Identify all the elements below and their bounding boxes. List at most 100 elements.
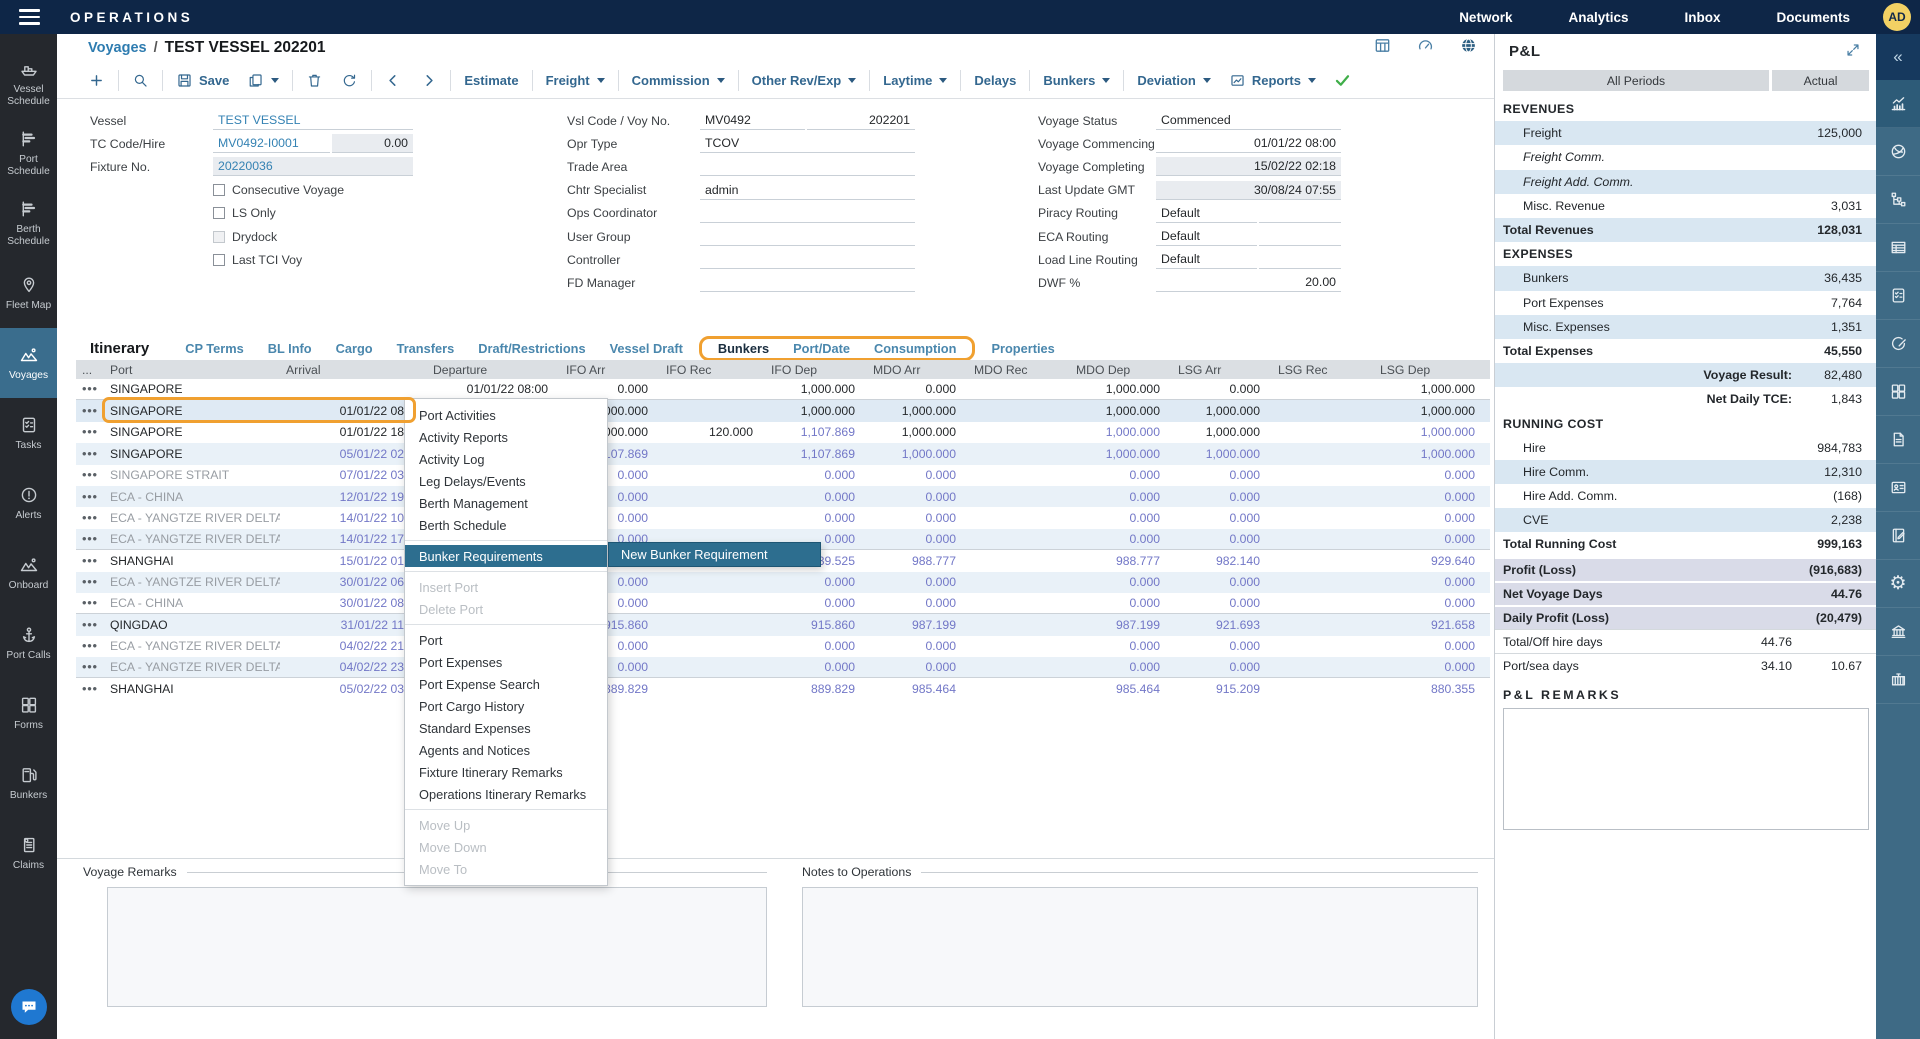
controller-field[interactable] (700, 250, 915, 270)
copy-button[interactable] (247, 72, 280, 89)
cell[interactable]: 0.000 (925, 468, 957, 483)
tc-code-hire-field[interactable]: MV0492-I0001 (213, 134, 330, 154)
cell[interactable]: 07/01/22 03:50 (339, 468, 421, 483)
sidebar-item-bunkers[interactable]: Bunkers (0, 748, 57, 818)
menu-item-port-activities[interactable]: Port Activities (419, 407, 496, 423)
context-submenu-item-new-bunker-requirement[interactable]: New Bunker Requirement (608, 542, 821, 567)
table-row[interactable]: ••• ECA - YANGTZE RIVER DELTA 14/01/22 10:… (76, 507, 1490, 528)
cell[interactable]: 1,000.000 (1205, 404, 1260, 419)
menu-item-agents-and-notices[interactable]: Agents and Notices (419, 742, 530, 758)
menu-item-port-cargo-history[interactable]: Port Cargo History (419, 698, 525, 714)
cell[interactable]: 120.000 (708, 425, 753, 440)
cell[interactable]: 31/01/22 11:40 (340, 617, 421, 632)
cell[interactable]: 1,000.000 (1105, 404, 1160, 419)
cell[interactable]: 01/01/22 08:00 (466, 382, 548, 397)
table-row[interactable]: ••• ECA - YANGTZE RIVER DELTA 30/01/22 06:… (76, 571, 1490, 593)
port-cell[interactable]: ECA - YANGTZE RIVER DELTA (110, 531, 280, 546)
menu-item-port-expenses[interactable]: Port Expenses (419, 654, 503, 670)
sidebar-item-voyages[interactable]: Voyages (0, 328, 57, 398)
cell[interactable]: 0.000 (1229, 489, 1261, 504)
cell[interactable]: 1,000.000 (1420, 404, 1475, 419)
tab-consumption[interactable]: Consumption (873, 340, 957, 356)
cell[interactable]: 0.000 (617, 382, 649, 397)
table-icon[interactable] (1876, 224, 1920, 272)
delete-button[interactable] (306, 72, 323, 89)
port-cell[interactable]: QINGDAO (110, 617, 168, 632)
voyage-status-field[interactable]: Commenced (1156, 111, 1341, 131)
topnav-documents[interactable]: Documents (1776, 9, 1850, 25)
grid-icon[interactable] (1373, 36, 1392, 60)
menu-item-leg-delays-events[interactable]: Leg Delays/Events (419, 473, 526, 489)
table-row[interactable]: ••• ECA - YANGTZE RIVER DELTA 04/02/22 21:… (76, 636, 1490, 657)
cell[interactable]: 1,000.000 (1205, 425, 1260, 440)
cell[interactable]: 0.000 (1129, 489, 1161, 504)
cell[interactable]: 01/01/22 18:00 (339, 425, 421, 440)
port-cell[interactable]: SINGAPORE (110, 446, 183, 461)
row-handle[interactable]: ••• (82, 531, 98, 546)
pnl-remarks-textarea[interactable] (1503, 707, 1869, 830)
row-handle[interactable]: ••• (82, 511, 98, 526)
sidebar-item-vessel-schedule[interactable]: Vessel Schedule (0, 48, 57, 118)
table-row[interactable]: ••• ECA - YANGTZE RIVER DELTA 04/02/22 23:… (76, 657, 1490, 679)
cell[interactable]: 05/02/22 03:10 (339, 682, 421, 697)
cell[interactable]: 0.000 (617, 468, 649, 483)
cell[interactable]: 0.000 (1444, 531, 1476, 546)
cell[interactable]: 0.000 (925, 382, 957, 397)
menu-item-standard-expenses[interactable]: Standard Expenses (419, 720, 531, 736)
document-icon[interactable] (1876, 416, 1920, 464)
port-cell[interactable]: ECA - CHINA (110, 596, 184, 611)
table-row[interactable]: ••• SINGAPORE 01/01/22 18:00 1,000.000 120.0… (76, 422, 1490, 443)
cell[interactable]: 0.000 (617, 639, 649, 654)
tab-port-date[interactable]: Port/Date (793, 340, 850, 356)
port-cell[interactable]: SINGAPORE STRAIT (110, 468, 230, 483)
cell[interactable]: 987.199 (911, 617, 956, 632)
row-handle[interactable]: ••• (82, 596, 98, 611)
cell[interactable]: 889.829 (810, 682, 855, 697)
bunkers-button[interactable]: Bunkers (1043, 73, 1111, 88)
cell[interactable]: 0.000 (824, 639, 856, 654)
cell[interactable]: 915.860 (603, 617, 648, 632)
tab-bunkers[interactable]: Bunkers (717, 340, 770, 356)
cell[interactable]: 1,000.000 (1105, 425, 1160, 440)
notes-to-operations-textarea[interactable] (802, 887, 1478, 1007)
table-row[interactable]: ••• SHANGHAI 05/02/22 03:10 889.829 889.829 9… (76, 678, 1490, 699)
cell[interactable]: 1,107.869 (800, 425, 855, 440)
row-handle[interactable]: ••• (82, 682, 98, 697)
org-chart-icon[interactable] (1876, 176, 1920, 224)
cell[interactable]: 0.000 (824, 468, 856, 483)
cell[interactable]: 04/02/22 21:50 (339, 639, 421, 654)
cell[interactable]: 0.000 (1444, 660, 1476, 675)
row-handle[interactable]: ••• (82, 639, 98, 654)
cell[interactable]: 939.525 (810, 553, 855, 568)
row-handle[interactable]: ••• (82, 575, 98, 590)
row-handle[interactable]: ••• (82, 617, 98, 632)
row-handle[interactable]: ••• (82, 660, 98, 675)
menu-item-operations-itinerary-remarks[interactable]: Operations Itinerary Remarks (419, 786, 587, 802)
table-row[interactable]: ••• ECA - CHINA 30/01/22 08:20 0.000 0.000 0.… (76, 593, 1490, 615)
cell[interactable]: 0.000 (1229, 575, 1261, 590)
voyage-completing-field[interactable]: 15/02/22 02:18 (1156, 157, 1341, 177)
cell[interactable]: 0.000 (1229, 531, 1261, 546)
port-cell[interactable]: ECA - YANGTZE RIVER DELTA (110, 575, 280, 590)
cell[interactable]: 915.860 (810, 617, 855, 632)
piracy-routing-field[interactable]: Default (1156, 204, 1257, 223)
search-button[interactable] (132, 72, 149, 89)
gear-icon[interactable]: ⚙ (1876, 560, 1920, 608)
ops-coordinator-field[interactable] (700, 204, 915, 223)
sidebar-item-claims[interactable]: Claims (0, 818, 57, 888)
cell[interactable]: 0.000 (617, 511, 649, 526)
port-cell[interactable]: SINGAPORE (110, 425, 183, 440)
port-cell[interactable]: SHANGHAI (110, 553, 174, 568)
cell[interactable]: 929.640 (1430, 553, 1475, 568)
row-handle[interactable]: ••• (82, 446, 98, 461)
cell[interactable]: 0.000 (925, 596, 957, 611)
eco-globe-icon[interactable] (1876, 128, 1920, 176)
bank-icon[interactable] (1876, 608, 1920, 656)
cell[interactable]: 0.000 (1129, 639, 1161, 654)
hamburger-menu-icon[interactable] (19, 9, 40, 25)
table-row[interactable]: ••• SINGAPORE STRAIT 07/01/22 03:50 0.000 0.… (76, 465, 1490, 486)
chat-button[interactable] (10, 989, 47, 1025)
sidebar-item-alerts[interactable]: Alerts (0, 468, 57, 538)
cell[interactable]: 985.464 (911, 682, 956, 697)
cell[interactable]: 01/01/22 08:00 (339, 404, 421, 419)
